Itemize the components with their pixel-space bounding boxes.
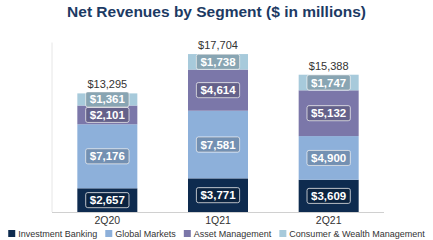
data-labels: $2,657 $7,176 $2,101 $1,361 $3,771 $7,581 $4,6… (86, 54, 351, 207)
data-label-shade (86, 107, 129, 122)
data-label-shade (196, 137, 239, 152)
data-label-group: $3,609 (307, 188, 350, 203)
x-axis-line (52, 212, 384, 213)
data-label-box (307, 75, 350, 90)
data-label-box (86, 149, 129, 164)
data-label: $3,771 (200, 189, 236, 201)
chart-svg: Net Revenues by Segment ($ in millions) $… (0, 0, 433, 240)
total-label: $17,704 (198, 39, 238, 51)
data-label: $4,614 (200, 84, 236, 96)
data-label: $1,361 (90, 93, 126, 105)
title: Net Revenues by Segment ($ in millions) (67, 3, 366, 20)
bar-segment (77, 124, 137, 188)
category-label: 1Q21 (205, 214, 231, 226)
bar-segment (188, 70, 248, 111)
legend-swatch (105, 230, 112, 237)
data-label-shade (196, 83, 239, 98)
data-label-group: $2,101 (86, 107, 129, 122)
data-label-shade (86, 92, 129, 107)
data-label-box (307, 150, 350, 165)
data-label-shade (196, 188, 239, 203)
bars (77, 54, 358, 212)
legend-swatch (279, 230, 286, 237)
data-label-box (86, 107, 129, 122)
data-label-box (196, 83, 239, 98)
data-label-group: $3,771 (196, 188, 239, 203)
data-label-group: $4,614 (196, 83, 239, 98)
category-label: 2Q21 (316, 214, 342, 226)
data-label-box (196, 137, 239, 152)
data-label-box (307, 106, 350, 121)
data-label-shade (307, 106, 350, 121)
y-axis-line (52, 43, 53, 213)
data-label-shade (196, 54, 239, 69)
bar-segment (77, 188, 137, 212)
bar-segment (77, 106, 137, 125)
data-label-box (86, 193, 129, 208)
data-label-shade (86, 149, 129, 164)
data-label-box (86, 92, 129, 107)
bar-segment (188, 54, 248, 70)
category-label: 2Q20 (94, 214, 120, 226)
data-label-group: $5,132 (307, 106, 350, 121)
bar-segment (188, 111, 248, 179)
data-label-group: $4,900 (307, 150, 350, 165)
legend-label: Investment Banking (18, 229, 97, 239)
data-label-shade (307, 150, 350, 165)
data-label-group: $7,581 (196, 137, 239, 152)
chart-root: Net Revenues by Segment ($ in millions) $… (0, 0, 433, 240)
data-label-shade (307, 188, 350, 203)
data-label-group: $1,747 (307, 75, 350, 90)
data-label: $7,176 (90, 150, 125, 162)
data-label-box (196, 188, 239, 203)
bar-segment (299, 75, 359, 91)
data-label-box (196, 54, 239, 69)
legend-label: Asset Management (194, 229, 272, 239)
legend-label: Consumer & Wealth Management (289, 229, 425, 239)
total-label: $13,295 (87, 78, 127, 90)
total-label: $15,388 (309, 60, 349, 72)
bar-segment (299, 90, 359, 136)
bar-segment (188, 178, 248, 212)
bar-segment (299, 180, 359, 212)
legend-swatch (184, 230, 191, 237)
bar-segment (299, 136, 359, 180)
data-label-group: $2,657 (86, 193, 129, 208)
legend: Investment Banking Global Markets Asset Ma… (8, 229, 425, 239)
data-label-shade (86, 193, 129, 208)
data-label-group: $7,176 (86, 149, 129, 164)
data-label: $5,132 (311, 107, 346, 119)
data-label: $2,657 (90, 194, 125, 206)
data-label: $3,609 (311, 190, 346, 202)
data-label: $1,747 (311, 77, 346, 89)
data-label-shade (307, 75, 350, 90)
data-label: $4,900 (311, 152, 346, 164)
data-label: $2,101 (90, 109, 126, 121)
legend-label: Global Markets (115, 229, 176, 239)
data-label-box (307, 188, 350, 203)
data-label-group: $1,738 (196, 54, 239, 69)
data-label: $1,738 (200, 56, 236, 68)
data-label-group: $1,361 (86, 92, 129, 107)
data-label: $7,581 (200, 139, 236, 151)
legend-swatch (8, 230, 15, 237)
